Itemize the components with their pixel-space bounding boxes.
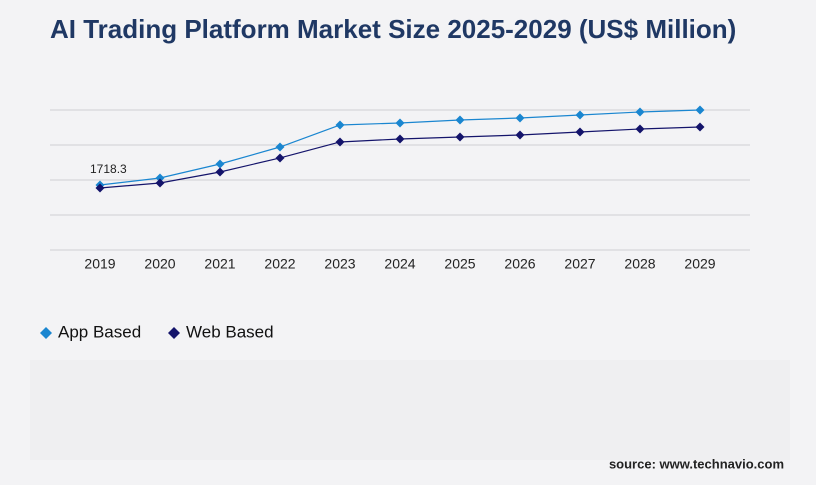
legend-label: App Based <box>58 322 141 341</box>
marker <box>695 122 705 132</box>
x-tick-label: 2027 <box>564 256 595 272</box>
x-tick-label: 2029 <box>684 256 715 272</box>
marker <box>575 110 585 120</box>
marker <box>155 178 165 188</box>
source: source: www.technavio.com <box>609 456 784 471</box>
marker <box>275 142 285 152</box>
marker <box>335 120 345 130</box>
marker <box>635 107 645 117</box>
marker <box>395 134 405 144</box>
x-tick-label: 2023 <box>324 256 355 272</box>
marker <box>95 183 105 193</box>
marker <box>215 167 225 177</box>
marker <box>335 137 345 147</box>
x-tick-label: 2019 <box>84 256 115 272</box>
x-tick-label: 2028 <box>624 256 655 272</box>
marker <box>575 127 585 137</box>
marker <box>455 132 465 142</box>
marker <box>455 115 465 125</box>
marker <box>515 113 525 123</box>
marker <box>215 159 225 169</box>
marker <box>155 173 165 183</box>
data-label: 1718.3 <box>90 162 127 176</box>
marker <box>395 118 405 128</box>
x-tick-label: 2020 <box>144 256 175 272</box>
legend-marker <box>40 327 52 339</box>
legend-marker <box>168 327 180 339</box>
marker <box>275 153 285 163</box>
panel <box>30 360 790 460</box>
x-tick-label: 2024 <box>384 256 415 272</box>
x-tick-label: 2021 <box>204 256 235 272</box>
marker <box>635 124 645 134</box>
x-tick-label: 2025 <box>444 256 475 272</box>
marker <box>515 130 525 140</box>
chart-title: AI Trading Platform Market Size 2025-202… <box>50 14 736 44</box>
legend-label: Web Based <box>186 322 274 341</box>
marker <box>695 105 705 115</box>
x-tick-label: 2022 <box>264 256 295 272</box>
x-tick-label: 2026 <box>504 256 535 272</box>
